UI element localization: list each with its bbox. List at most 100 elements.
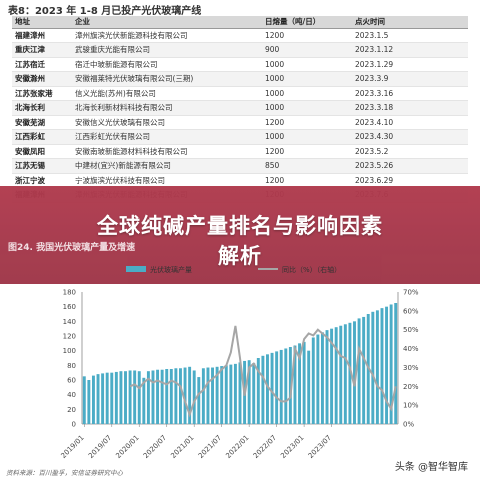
table-row: 浙江宁波 宁波旗滨光伏科技有限公司 1200 2023.6.29: [12, 173, 468, 188]
bar: [151, 370, 155, 424]
table-title: 表8：2023 年 1-8 月已投产光伏玻璃产线: [8, 6, 202, 17]
y-tick-left: 100: [63, 347, 76, 355]
bar: [96, 374, 100, 424]
bar: [307, 350, 311, 424]
bar: [101, 373, 105, 424]
cell-region: 江苏宿迁: [12, 57, 72, 72]
bar: [288, 347, 292, 424]
cell-ignition-date: 2023.5.26: [352, 158, 468, 174]
bar: [298, 343, 301, 424]
cell-capacity: 1200: [262, 115, 352, 130]
bar: [362, 316, 366, 424]
bar: [146, 371, 150, 424]
header-region: 地址: [12, 16, 72, 29]
legend-line-label: 同比（%）（右轴）: [282, 265, 341, 274]
figure-source: 资料来源：百川盈孚，安信证券研究中心: [6, 469, 124, 477]
title-banner: 全球纯碱产量排名与影响因素 解析: [0, 186, 480, 284]
cell-ignition-date: 2023.4.30: [352, 129, 468, 145]
cell-ignition-date: 2023.1.29: [352, 57, 468, 72]
bar: [192, 370, 196, 424]
y-tick-left: 20: [67, 406, 76, 414]
cell-capacity: 1000: [262, 100, 352, 116]
cell-company: 江西彩虹光伏有限公司: [72, 129, 262, 145]
bar: [137, 371, 141, 424]
bar: [247, 360, 251, 424]
cell-region: 安徽凤阳: [12, 144, 72, 159]
y-tick-right: 0%: [403, 421, 414, 429]
x-tick-label: 2023/01: [279, 434, 305, 460]
bar: [201, 368, 205, 424]
table-row: 福建漳州 漳州旗滨光伏新能源科技有限公司 1200 2023.1.5: [12, 28, 468, 43]
header-ignition-date: 点火时间: [352, 16, 468, 29]
header-company: 企业: [72, 16, 262, 29]
bar: [325, 330, 329, 424]
y-tick-right: 10%: [403, 402, 419, 410]
cell-region: 福建漳州: [12, 28, 72, 43]
cell-company: 中建材(宜兴)新能源有限公司: [72, 158, 262, 174]
table-row: 江苏宿迁 宿迁中玻新能源有限公司 1000 2023.1.29: [12, 57, 468, 72]
bar: [252, 363, 256, 424]
bar: [114, 371, 118, 424]
bar: [229, 364, 233, 424]
cell-company: 漳州旗滨光伏新能源科技有限公司: [72, 28, 262, 43]
bar: [380, 308, 384, 424]
bar: [124, 371, 127, 424]
cell-region: 安徽芜湖: [12, 115, 72, 130]
x-tick-label: 2023/07: [307, 434, 333, 460]
table-row: 安徽芜湖 安徽信义光伏玻璃有限公司 1200 2023.4.10: [12, 115, 468, 130]
y-tick-right: 70%: [403, 289, 419, 297]
cell-company: 宿迁中玻新能源有限公司: [72, 57, 262, 72]
y-tick-right: 40%: [403, 345, 419, 353]
cell-company: 安徽信义光伏玻璃有限公司: [72, 115, 262, 130]
bar: [293, 345, 297, 424]
bar: [353, 321, 356, 424]
bar: [179, 368, 182, 424]
cell-capacity: 1000: [262, 57, 352, 72]
bar: [311, 337, 315, 424]
bar: [206, 367, 210, 424]
table-row: 江苏张家港 信义光能(苏州)有限公司 1000 2023.3.16: [12, 86, 468, 101]
cell-ignition-date: 2023.4.10: [352, 115, 468, 130]
y-tick-left: 0: [72, 421, 76, 429]
x-tick-label: 2019/01: [59, 434, 85, 460]
bar: [188, 366, 192, 424]
y-tick-left: 140: [63, 318, 76, 326]
bar: [110, 372, 114, 424]
x-tick-label: 2021/01: [169, 434, 195, 460]
x-tick-label: 2022/07: [252, 434, 278, 460]
bar: [133, 370, 137, 424]
cell-ignition-date: 2023.5.2: [352, 144, 468, 159]
cell-capacity: 850: [262, 158, 352, 174]
cell-region: 北海长利: [12, 100, 72, 116]
bar: [174, 368, 178, 424]
bar: [128, 370, 132, 424]
banner-title-line2: 解析: [218, 244, 262, 268]
figure-caption: 图24. 我国光伏玻璃产量及增速: [8, 243, 136, 253]
bar: [160, 369, 164, 424]
y-tick-left: 80: [67, 362, 76, 370]
table-header-row: 地址 企业 日熔量（吨/日） 点火时间: [12, 16, 468, 29]
cell-capacity: 1000: [262, 71, 352, 87]
production-growth-chart: 光伏玻璃产量 同比（%）（右轴） 0 20 40 60 80 100 120 140 160 180 0…: [6, 265, 419, 477]
bar: [105, 372, 109, 424]
watermark: 头条 @智华智库: [390, 457, 472, 474]
table-row: 安徽滁州 安徽福莱特光伏玻璃有限公司(三期) 1000 2023.3.9: [12, 71, 468, 87]
banner-title-line1: 全球纯碱产量排名与影响因素: [97, 214, 383, 238]
bar: [348, 322, 352, 424]
cell-company: 安徽福莱特光伏玻璃有限公司(三期): [72, 71, 262, 87]
bar: [220, 366, 224, 424]
bar: [211, 367, 214, 424]
bar: [183, 367, 187, 424]
x-tick-label: 2020/07: [142, 434, 168, 460]
yoy-line: [129, 325, 397, 418]
bar: [302, 341, 306, 424]
bar: [266, 354, 269, 424]
bar: [330, 328, 334, 424]
table-row: 安徽凤阳 安徽南玻新能源材料科技有限公司 1200 2023.5.2: [12, 144, 468, 159]
table-row: 江苏无锡 中建材(宜兴)新能源有限公司 850 2023.5.26: [12, 158, 468, 174]
bar: [339, 325, 343, 424]
bar: [316, 334, 320, 424]
bar: [87, 380, 91, 424]
x-tick-label: 2019/07: [87, 434, 113, 460]
y-tick-left: 160: [63, 303, 76, 311]
